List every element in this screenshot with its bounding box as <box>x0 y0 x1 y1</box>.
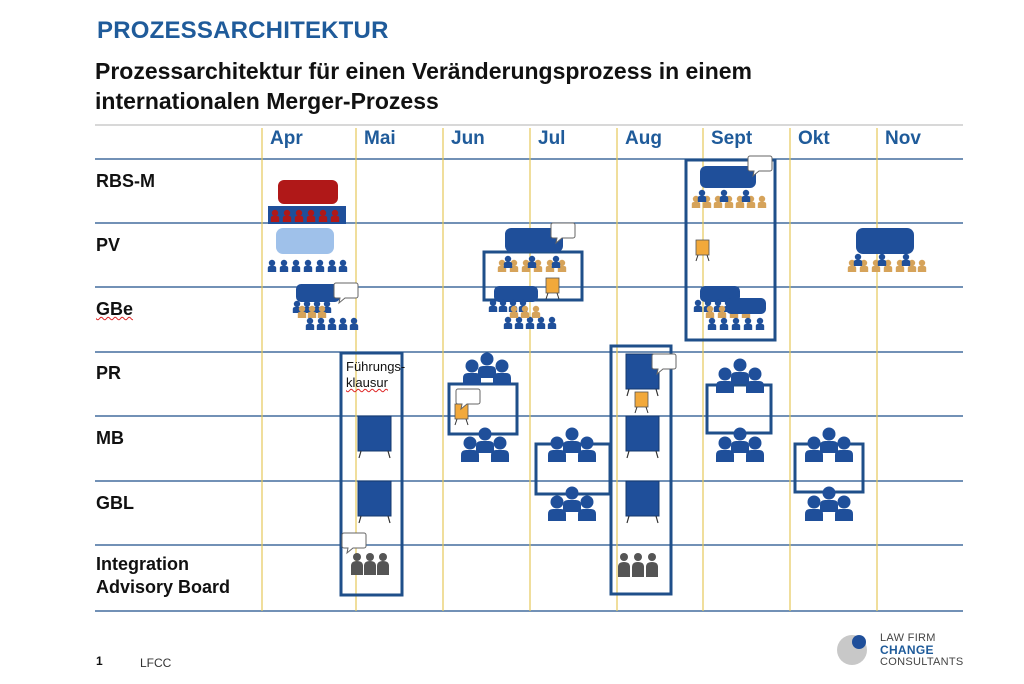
people-cluster-icon <box>716 358 764 462</box>
screen-icon <box>625 415 660 459</box>
meeting-group-icon <box>497 222 576 272</box>
screen-icon <box>357 415 392 459</box>
month-jun: Jun <box>451 128 485 149</box>
row-label-pv: PV <box>96 235 121 255</box>
meeting-frame <box>339 351 404 597</box>
row-label-line-2: Advisory Board <box>96 577 231 597</box>
row-label-gbl: GBL <box>96 493 134 513</box>
month-mai: Mai <box>364 128 396 149</box>
flipchart-icon <box>695 239 710 262</box>
speech-bubble-icon <box>341 532 367 554</box>
screen-icon <box>357 480 392 524</box>
footer-label: LFCC <box>140 656 172 670</box>
meeting-group-icon <box>691 155 773 208</box>
note-line-2: klausur <box>346 375 388 390</box>
screen-icon <box>625 480 660 524</box>
meeting-frame <box>609 344 673 596</box>
flipchart-icon <box>545 277 560 300</box>
company-logo-text: LAW FIRM CHANGE CONSULTANTS <box>880 632 964 668</box>
meeting-frame <box>684 158 777 342</box>
month-jul: Jul <box>538 128 566 149</box>
meeting-group-icon <box>267 228 348 272</box>
page-number: 1 <box>96 654 103 668</box>
people-cluster-icon <box>548 427 596 521</box>
page-title: Prozessarchitektur für einen Veränderung… <box>95 56 875 116</box>
logo-icon <box>837 635 867 665</box>
meeting-group-icon <box>693 286 766 330</box>
month-sept: Sept <box>711 128 753 149</box>
month-apr: Apr <box>270 128 303 149</box>
month-okt: Okt <box>798 128 830 149</box>
title-line-1: Prozessarchitektur für einen Veränderung… <box>95 58 752 84</box>
people-cluster-icon <box>461 352 511 462</box>
flipchart-icon <box>634 391 649 414</box>
month-aug: Aug <box>625 128 662 149</box>
fuehrungsklausur-note: Führungs- klausur <box>346 359 405 391</box>
row-label-pr: PR <box>96 363 122 383</box>
title-line-2: internationalen Merger-Prozess <box>95 88 439 114</box>
logo-line-3: CONSULTANTS <box>880 656 964 668</box>
note-line-1: Führungs- <box>346 359 406 374</box>
month-lines <box>261 128 878 611</box>
advisory-group-icon <box>618 553 658 577</box>
row-label-mb: MB <box>96 428 124 448</box>
advisory-group-icon <box>351 553 389 575</box>
logo-line-1: LAW FIRM <box>880 632 936 644</box>
people-cluster-icon <box>805 427 853 521</box>
row-label-line-1: Integration <box>96 554 189 574</box>
month-nov: Nov <box>885 128 921 149</box>
meeting-group-icon <box>488 286 557 329</box>
meeting-group-icon <box>292 282 359 330</box>
meeting-group-icon <box>847 228 927 272</box>
row-label-integration-advisory-board: Integration Advisory Board <box>96 553 230 599</box>
board-table-icon <box>268 180 346 224</box>
row-lines <box>95 158 963 612</box>
logo-line-2: CHANGE <box>880 643 934 657</box>
brand-title: PROZESSARCHITEKTUR <box>97 17 389 44</box>
row-label-rbs-m: RBS-M <box>96 171 155 191</box>
row-label-gbe: GBe <box>96 299 134 319</box>
